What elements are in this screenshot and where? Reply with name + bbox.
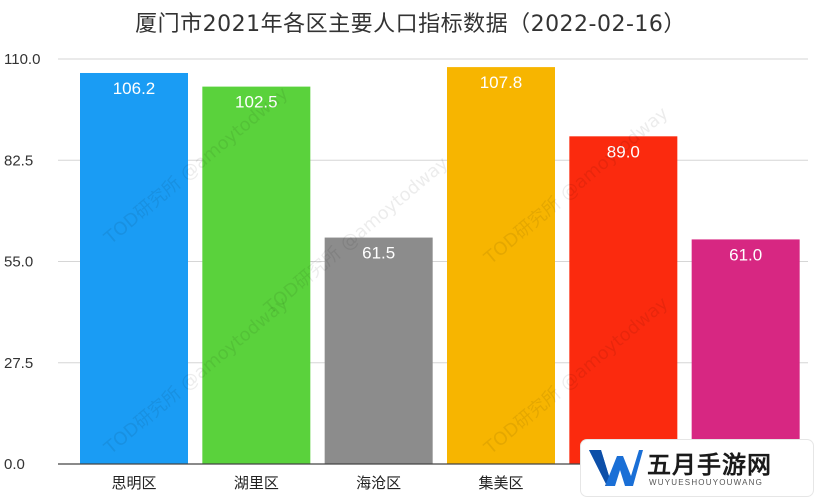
- y-tick-label: 110.0: [4, 51, 40, 68]
- bar: [324, 237, 433, 464]
- y-axis-ticks: 0.0 27.5 55.0 82.5 110.0: [4, 51, 40, 473]
- data-label: 61.0: [729, 245, 762, 264]
- y-tick-label: 55.0: [4, 254, 33, 271]
- bars: [80, 67, 800, 464]
- bar: [80, 72, 188, 464]
- y-tick-label: 0.0: [4, 456, 25, 473]
- x-tick-label: 集美区: [478, 474, 523, 492]
- chart-title: 厦门市2021年各区主要人口指标数据（2022-02-16）: [135, 12, 686, 37]
- y-tick-label: 82.5: [4, 152, 33, 169]
- logo-subtitle: WUYUESHOUYOUWANG: [649, 478, 764, 487]
- site-logo: 五月手游网 WUYUESHOUYOUWANG: [581, 440, 813, 496]
- data-label: 89.0: [607, 142, 640, 161]
- data-labels: 106.2 102.5 61.5 107.8 89.0 61.0: [113, 73, 762, 264]
- data-label: 61.5: [362, 244, 395, 263]
- data-label: 107.8: [480, 73, 523, 92]
- bar: [202, 86, 311, 464]
- bar: [569, 136, 678, 464]
- bar: [691, 239, 800, 464]
- y-tick-label: 27.5: [4, 355, 33, 372]
- data-label: 106.2: [113, 79, 156, 98]
- x-tick-label: 思明区: [111, 474, 156, 492]
- x-tick-label: 海沧区: [356, 474, 401, 492]
- bar: [447, 67, 555, 464]
- logo-title: 五月手游网: [647, 450, 772, 479]
- w-logo-icon: [589, 450, 643, 486]
- data-label: 102.5: [235, 93, 278, 112]
- x-tick-label: 湖里区: [234, 474, 279, 492]
